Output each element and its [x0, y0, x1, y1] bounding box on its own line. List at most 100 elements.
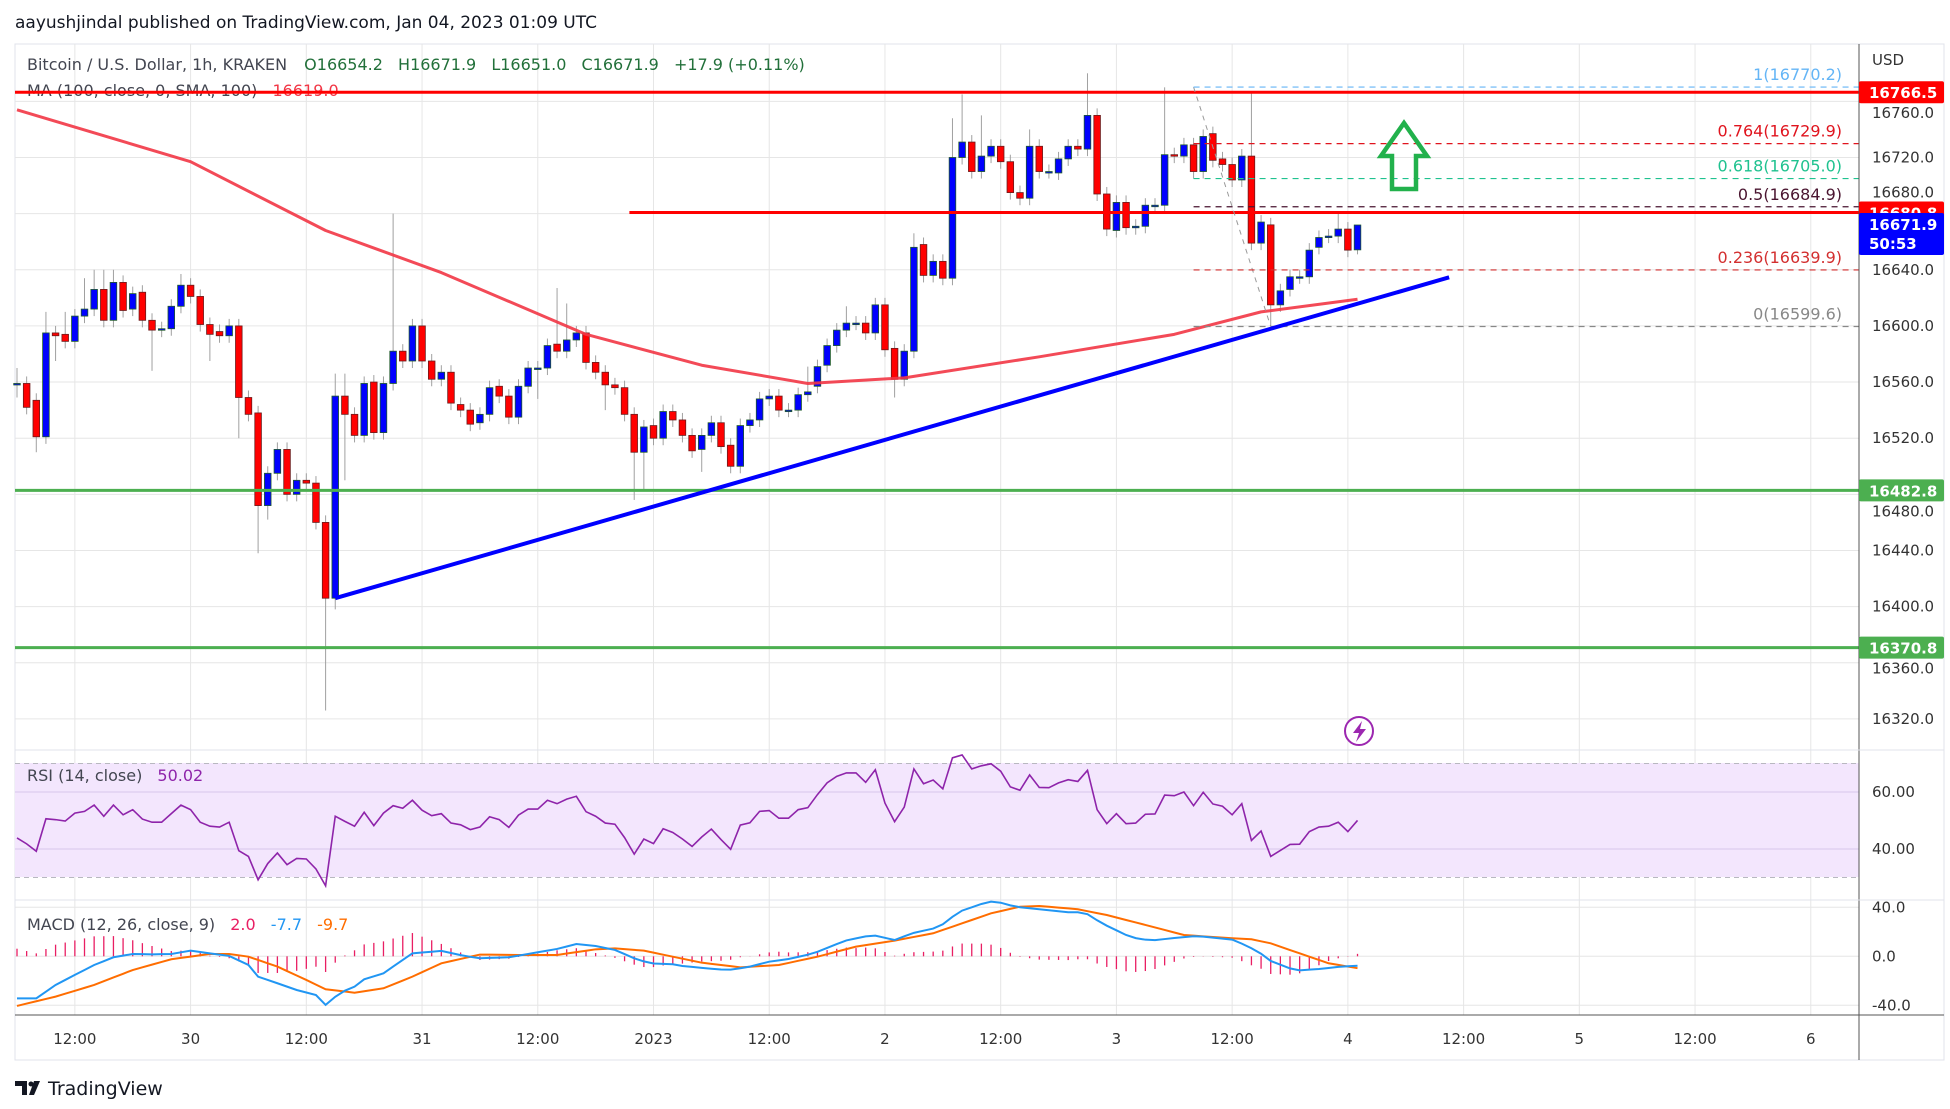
candle-up: [1334, 228, 1342, 237]
price-badge-label: 16766.5: [1869, 84, 1937, 102]
time-label: 12:00: [53, 1030, 96, 1048]
candle-up: [543, 345, 552, 369]
candle-up: [707, 422, 716, 436]
candle-up: [514, 385, 523, 418]
candle-up: [1324, 235, 1333, 238]
fib-level-label: 0.5(16684.9): [1738, 185, 1842, 204]
candle-up: [437, 371, 446, 380]
candle-down: [370, 381, 378, 433]
candle-up: [1054, 158, 1063, 174]
symbol-legend[interactable]: Bitcoin / U.S. Dollar, 1h, KRAKEN O16654…: [27, 55, 805, 74]
candle-up: [794, 394, 802, 411]
candle-down: [649, 425, 658, 439]
candle-down: [553, 343, 561, 352]
price-label: 16720.0: [1872, 149, 1934, 167]
candle-down: [1344, 228, 1352, 251]
tradingview-logo[interactable]: TradingView: [15, 1078, 163, 1100]
candle-down: [669, 411, 677, 421]
candle-up: [177, 284, 185, 307]
candle-down: [418, 325, 426, 362]
candle-up: [813, 366, 822, 387]
symbol-name: Bitcoin / U.S. Dollar, 1h, KRAKEN: [27, 55, 287, 74]
time-label: 12:00: [516, 1030, 559, 1048]
candle-down: [51, 332, 60, 337]
time-label: 2: [880, 1030, 890, 1048]
candle-up: [90, 289, 98, 310]
macd-hist-value: 2.0: [230, 915, 255, 934]
candle-up: [1199, 136, 1207, 172]
time-label: 12:00: [748, 1030, 791, 1048]
bar-countdown-label: 50:53: [1869, 235, 1917, 253]
price-badge-label: 16370.8: [1869, 640, 1937, 658]
candle-up: [1112, 202, 1121, 231]
ma-label: MA (100, close, 0, SMA, 100): [27, 81, 257, 100]
candle-up: [1257, 221, 1265, 244]
time-label: 2023: [634, 1030, 672, 1048]
rsi-axis-label: 60.00: [1872, 783, 1915, 801]
ma-legend[interactable]: MA (100, close, 0, SMA, 100) 16619.0: [27, 81, 339, 100]
rsi-grid: [15, 763, 1859, 878]
candle-up: [1160, 154, 1169, 206]
macd-value: -7.7: [271, 915, 302, 934]
candle-down: [861, 322, 870, 334]
candle-down: [1228, 164, 1236, 181]
candle-down: [427, 360, 436, 380]
alert-lightning-icon[interactable]: [1344, 716, 1374, 746]
candle-down: [611, 384, 619, 389]
candle-down: [1189, 144, 1198, 172]
price-label: 16480.0: [1872, 502, 1934, 520]
candle-up: [977, 155, 986, 172]
candle-up: [1064, 145, 1072, 160]
candle-down: [1267, 224, 1275, 306]
candle-up: [987, 145, 995, 157]
currency-label: USD: [1872, 51, 1904, 69]
candle-up: [910, 246, 918, 352]
candle-up: [379, 383, 388, 433]
rsi-band: [15, 763, 1859, 877]
candle-up: [572, 332, 581, 341]
price-badge: [1859, 81, 1944, 104]
candle-down: [688, 434, 696, 452]
candle-up: [167, 305, 176, 330]
time-label: 30: [181, 1030, 200, 1048]
ma-value: 16619.0: [272, 81, 338, 100]
rsi-label: RSI (14, close): [27, 766, 142, 785]
chart-marks: [13, 73, 1362, 1007]
macd-line: [17, 900, 1358, 1007]
candle-down: [717, 422, 725, 448]
candle-up: [42, 332, 50, 438]
price-label: 16640.0: [1872, 261, 1934, 279]
signal-value: -9.7: [317, 915, 348, 934]
candle-up: [1305, 249, 1313, 278]
macd-axis-label: -40.0: [1872, 996, 1911, 1014]
macd-legend[interactable]: MACD (12, 26, close, 9) 2.0 -7.7 -9.7: [27, 915, 348, 934]
candle-up: [765, 395, 773, 400]
publish-info: aayushjindal published on TradingView.co…: [15, 13, 597, 33]
candle-up: [1276, 290, 1285, 306]
candle-up: [698, 434, 706, 450]
candle-up: [80, 308, 89, 317]
candle-down: [186, 284, 195, 297]
candle-up: [929, 260, 937, 276]
candle-down: [919, 244, 928, 276]
candle-up: [225, 325, 233, 337]
candle-up: [331, 395, 339, 599]
candle-up: [389, 350, 397, 384]
candle-down: [254, 412, 262, 506]
candle-down: [726, 444, 735, 467]
support-trendline: [334, 275, 1450, 601]
candle-down: [456, 404, 465, 411]
candle-down: [119, 282, 127, 311]
candle-up: [71, 315, 79, 342]
candle-up: [476, 413, 484, 424]
ohlc-close: C16671.9: [582, 55, 659, 74]
time-label: 12:00: [1442, 1030, 1485, 1048]
rsi-legend[interactable]: RSI (14, close) 50.02: [27, 766, 203, 785]
price-label: 16680.0: [1872, 184, 1934, 202]
candle-down: [138, 291, 147, 321]
axes[interactable]: 12:00 30 12:00 31 12:00 2023 12:00 2 12:00 3 12:00…: [53, 81, 1944, 1048]
candle-down: [1218, 158, 1227, 165]
candle-up: [1286, 276, 1294, 290]
candle-down: [996, 145, 1005, 163]
